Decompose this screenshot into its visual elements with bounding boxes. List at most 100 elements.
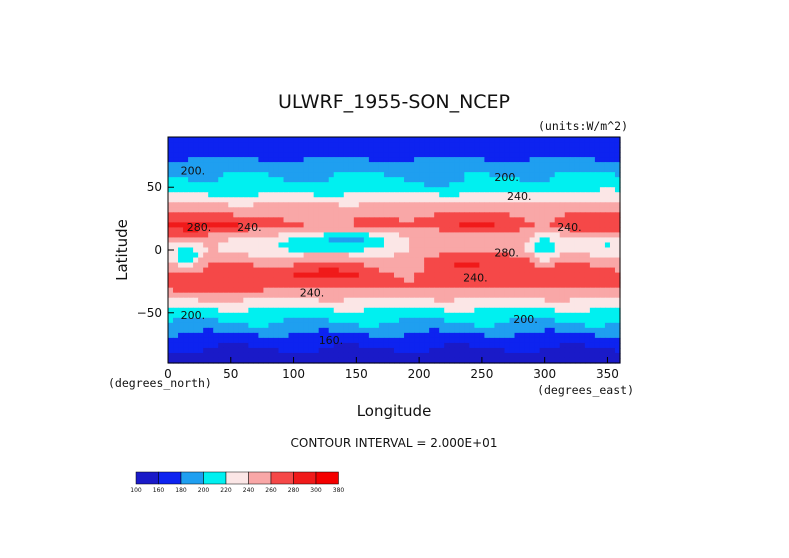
heatmap-cell: [193, 282, 199, 289]
heatmap-cell: [524, 302, 531, 309]
heatmap-cell: [464, 232, 470, 239]
heatmap-cell: [178, 162, 184, 168]
heatmap-cell: [544, 352, 551, 359]
heatmap-cell: [549, 322, 556, 329]
heatmap-cell: [168, 202, 174, 208]
heatmap-cell: [178, 352, 184, 359]
heatmap-cell: [188, 167, 194, 173]
heatmap-cell: [318, 167, 325, 173]
heatmap-cell: [288, 177, 295, 183]
heatmap-cell: [168, 302, 174, 309]
heatmap-cell: [348, 252, 355, 259]
heatmap-cell: [469, 222, 475, 228]
heatmap-cell: [238, 347, 244, 354]
heatmap-cell: [604, 142, 611, 148]
heatmap-cell: [358, 347, 365, 354]
heatmap-cell: [358, 142, 365, 148]
heatmap-cell: [529, 272, 536, 279]
heatmap-cell: [579, 287, 586, 294]
heatmap-cell: [248, 167, 254, 173]
heatmap-cell: [579, 192, 586, 198]
heatmap-cell: [293, 257, 300, 264]
heatmap-cell: [559, 327, 566, 334]
heatmap-cell: [298, 232, 305, 239]
heatmap-cell: [394, 182, 400, 188]
heatmap-cell: [323, 207, 330, 213]
heatmap-cell: [388, 187, 395, 193]
heatmap-cell: [338, 187, 345, 193]
heatmap-cell: [569, 162, 576, 168]
heatmap-cell: [504, 282, 511, 289]
heatmap-cell: [394, 227, 400, 234]
heatmap-cell: [328, 182, 335, 188]
heatmap-cell: [298, 302, 305, 309]
heatmap-cell: [469, 307, 475, 314]
heatmap-cell: [288, 322, 295, 329]
heatmap-cell: [584, 177, 591, 183]
heatmap-cell: [504, 242, 511, 249]
heatmap-cell: [469, 332, 475, 339]
heatmap-cell: [268, 352, 275, 359]
heatmap-cell: [313, 167, 320, 173]
heatmap-cell: [504, 357, 511, 364]
heatmap-cell: [303, 252, 310, 259]
heatmap-cell: [283, 282, 290, 289]
heatmap-cell: [363, 167, 370, 173]
heatmap-cell: [178, 257, 184, 264]
heatmap-cell: [203, 197, 209, 203]
heatmap-cell: [419, 217, 425, 223]
heatmap-cell: [288, 347, 295, 354]
heatmap-cell: [449, 342, 455, 349]
heatmap-cell: [383, 277, 390, 284]
heatmap-cell: [353, 252, 360, 259]
heatmap-cell: [514, 297, 521, 304]
heatmap-cell: [203, 247, 209, 254]
heatmap-cell: [293, 202, 300, 208]
heatmap-cell: [318, 262, 325, 269]
heatmap-cell: [168, 317, 174, 324]
heatmap-cell: [353, 167, 360, 173]
heatmap-cell: [439, 137, 445, 143]
heatmap-cell: [228, 257, 234, 264]
heatmap-cell: [564, 207, 571, 213]
heatmap-cell: [298, 307, 305, 314]
heatmap-cell: [519, 142, 526, 148]
heatmap-cell: [313, 187, 320, 193]
heatmap-cell: [534, 247, 541, 254]
heatmap-cell: [519, 337, 526, 344]
heatmap-cell: [539, 267, 546, 274]
heatmap-cell: [524, 242, 531, 249]
heatmap-cell: [293, 297, 300, 304]
heatmap-cell: [584, 282, 591, 289]
heatmap-cell: [614, 142, 621, 148]
heatmap-cell: [574, 162, 581, 168]
heatmap-cell: [434, 277, 440, 284]
heatmap-cell: [318, 232, 325, 239]
heatmap-cell: [258, 217, 265, 223]
heatmap-cell: [288, 297, 295, 304]
heatmap-cell: [208, 187, 214, 193]
heatmap-cell: [399, 272, 405, 279]
heatmap-cell: [253, 247, 259, 254]
heatmap-cell: [424, 282, 430, 289]
heatmap-cell: [504, 267, 511, 274]
heatmap-cell: [434, 207, 440, 213]
heatmap-cell: [579, 227, 586, 234]
heatmap-cell: [569, 327, 576, 334]
heatmap-cell: [223, 232, 229, 239]
heatmap-cell: [504, 247, 511, 254]
heatmap-cell: [368, 337, 375, 344]
heatmap-cell: [268, 142, 275, 148]
heatmap-cell: [474, 262, 480, 269]
heatmap-cell: [178, 197, 184, 203]
heatmap-cell: [198, 352, 204, 359]
heatmap-cell: [308, 292, 315, 299]
heatmap-cell: [193, 257, 199, 264]
heatmap-cell: [449, 177, 455, 183]
heatmap-cell: [193, 157, 199, 163]
heatmap-cell: [409, 357, 415, 364]
heatmap-cell: [168, 312, 174, 319]
heatmap-cell: [188, 222, 194, 228]
heatmap-cell: [569, 292, 576, 299]
heatmap-cell: [434, 192, 440, 198]
